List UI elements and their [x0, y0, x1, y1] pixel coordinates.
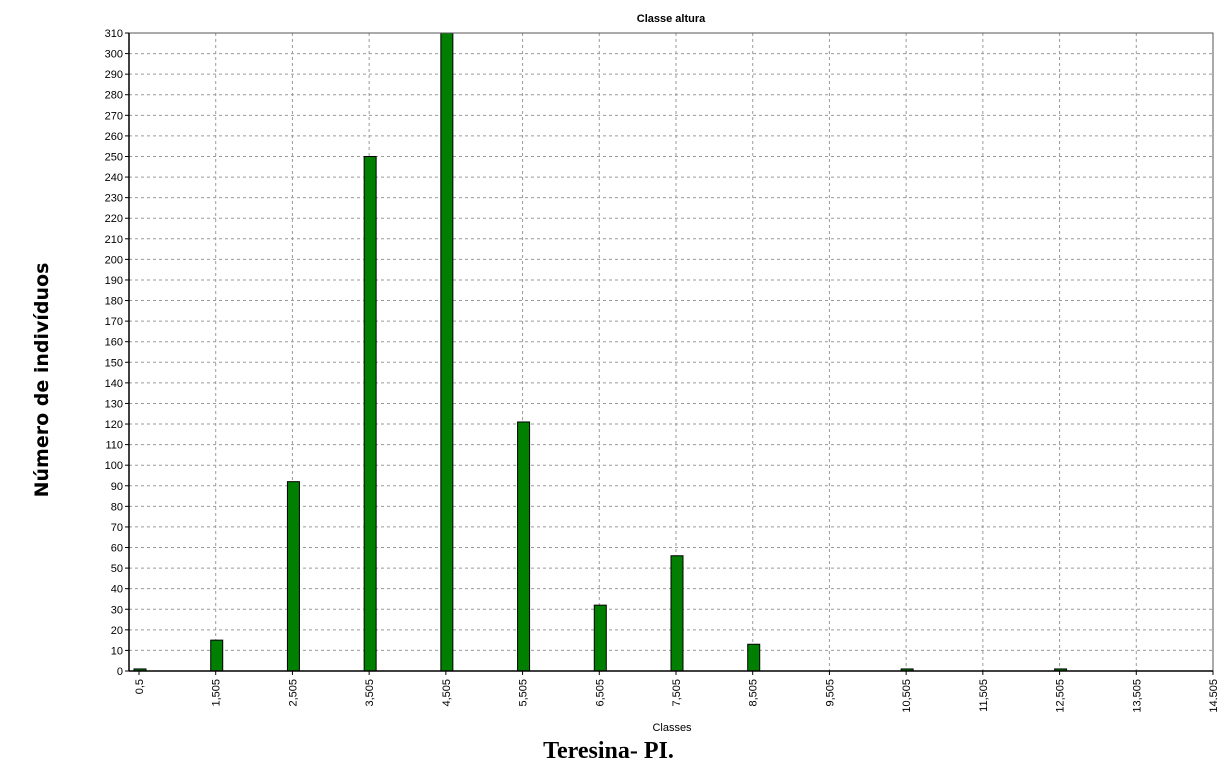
y-tick-label: 300 [105, 49, 123, 61]
bar [517, 421, 531, 672]
x-tick-label: 7,505 [671, 679, 683, 707]
bar [593, 604, 607, 672]
y-tick-label: 160 [105, 337, 123, 349]
y-tick-label: 250 [105, 151, 123, 163]
x-tick-label: 6,505 [594, 679, 606, 707]
y-tick-label: 130 [105, 398, 123, 410]
x-tick-label: 2,505 [287, 679, 299, 707]
x-tick-label: 0,5 [134, 679, 146, 694]
y-tick-label: 310 [105, 28, 123, 40]
x-tick-label: 11,505 [978, 679, 990, 712]
y-tick-label: 110 [105, 440, 123, 452]
y-tick-label: 90 [111, 481, 123, 493]
x-tick-label: 14,505 [1208, 679, 1217, 713]
x-tick-label: 5,505 [518, 679, 530, 707]
y-tick-label: 170 [105, 316, 123, 328]
y-tick-label: 200 [105, 254, 123, 266]
y-tick-label: 180 [105, 296, 123, 308]
axes [128, 32, 1214, 672]
y-tick-label: 50 [111, 563, 123, 575]
y-tick-label: 270 [105, 110, 123, 122]
y-tick-label: 80 [111, 501, 123, 513]
y-tick-label: 210 [105, 234, 123, 246]
bars [133, 32, 1068, 672]
y-tick-label: 120 [105, 419, 123, 431]
x-tick-label: 10,505 [901, 679, 913, 713]
x-tick-label: 1,505 [211, 679, 223, 707]
x-tick-label: 9,505 [824, 679, 836, 707]
y-tick-label: 10 [111, 645, 123, 657]
y-tick-label: 0 [117, 666, 123, 678]
y-tick-label: 20 [111, 625, 123, 637]
y-tick-labels: 0 10 20 30 40 50 60 70 80 90 100 110 120 130 140 150 160… [105, 28, 129, 678]
figure-caption: Teresina- PI. [543, 738, 674, 764]
x-tick-label: 12,505 [1055, 679, 1067, 713]
x-tick-label: 4,505 [441, 679, 453, 707]
y-tick-label: 150 [105, 357, 123, 369]
x-tick-labels: 0,5 1,505 2,505 3,505 4,505 5,505 6,505 7,505 8,… [134, 671, 1217, 713]
x-tick-label: 3,505 [364, 679, 376, 707]
y-tick-label: 70 [111, 522, 123, 534]
y-tick-label: 230 [105, 193, 123, 205]
chart-title: Classe altura [637, 13, 706, 25]
y-tick-label: 220 [105, 213, 123, 225]
bar [210, 639, 224, 672]
bar [670, 555, 684, 672]
y-tick-label: 30 [111, 604, 123, 616]
y-tick-label: 100 [105, 460, 123, 472]
y-tick-label: 190 [105, 275, 123, 287]
y-tick-label: 40 [111, 584, 123, 596]
y-tick-label: 290 [105, 69, 123, 81]
y-tick-label: 280 [105, 90, 123, 102]
x-tick-label: 8,505 [748, 679, 760, 707]
y-axis-label: Número de indivíduos [31, 262, 53, 498]
bar [286, 481, 300, 672]
y-tick-label: 140 [105, 378, 123, 390]
bar [440, 32, 454, 672]
x-axis-label: Classes [652, 722, 692, 734]
y-tick-label: 240 [105, 172, 123, 184]
y-tick-label: 60 [111, 543, 123, 555]
y-tick-label: 260 [105, 131, 123, 143]
x-tick-label: 13,505 [1131, 679, 1143, 713]
bar [363, 155, 377, 672]
bar [747, 643, 761, 672]
